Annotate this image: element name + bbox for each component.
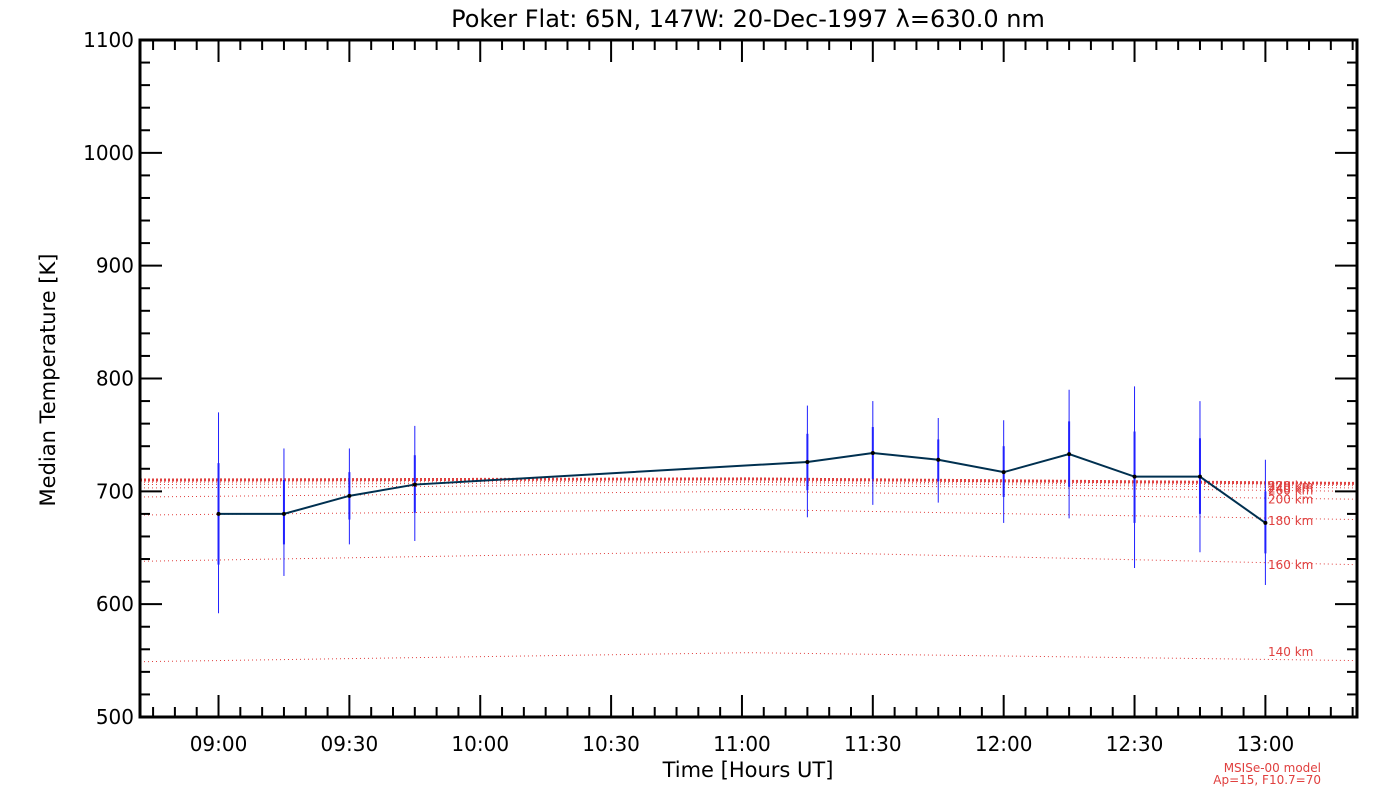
- x-tick-label: 13:00: [1237, 732, 1295, 756]
- y-tick-label: 500: [96, 705, 134, 729]
- x-tick-label: 10:30: [582, 732, 640, 756]
- model-line-7: [139, 477, 1358, 485]
- x-tick-label: 10:00: [451, 732, 509, 756]
- chart-title: Poker Flat: 65N, 147W: 20-Dec-1997 λ=630…: [451, 5, 1045, 33]
- data-line: [218, 451, 1266, 524]
- data-point-9: [1132, 474, 1137, 479]
- model-line-2: [139, 508, 1358, 521]
- model-label-160-km: 160 km: [1268, 558, 1313, 572]
- y-tick-label: 800: [96, 367, 134, 391]
- model-note-line2: Ap=15, F10.7=70: [1213, 773, 1321, 787]
- model-note-line1: MSISe-00 model: [1224, 761, 1321, 775]
- plot-frame: [138, 38, 1359, 719]
- model-line-6: [139, 480, 1358, 487]
- x-tick-label: 12:30: [1106, 732, 1164, 756]
- x-axis-label: Time [Hours UT]: [662, 758, 834, 782]
- y-axis-label: Median Temperature [K]: [36, 254, 60, 507]
- data-layer: [216, 386, 1268, 614]
- model-label-180-km: 180 km: [1268, 514, 1313, 528]
- model-line-1: [139, 550, 1358, 566]
- model-line-3: [139, 490, 1358, 500]
- y-tick-label: 1000: [83, 141, 134, 165]
- x-tick-label: 11:30: [844, 732, 902, 756]
- data-point-3: [412, 482, 417, 487]
- data-point-8: [1067, 452, 1072, 457]
- data-point-7: [1001, 470, 1006, 475]
- model-label-220-km: 220 km: [1268, 479, 1313, 493]
- axis-layer: 500 600 700 800 900 1000 1100 09:00 09:30 10:00 10…: [83, 28, 1359, 756]
- data-point-0: [216, 511, 221, 516]
- data-point-5: [870, 450, 875, 455]
- y-tick-label: 600: [96, 592, 134, 616]
- data-point-1: [281, 511, 286, 516]
- data-point-11: [1263, 520, 1268, 525]
- x-tick-label: 09:30: [321, 732, 379, 756]
- data-point-6: [936, 457, 941, 462]
- model-label-200-km: 200 km: [1268, 493, 1313, 507]
- y-tick-label: 700: [96, 479, 134, 503]
- model-label-260-km: 260 km: [1268, 484, 1313, 498]
- data-point-4: [805, 459, 810, 464]
- x-tick-label: 11:00: [713, 732, 771, 756]
- model-line-4: [139, 484, 1358, 492]
- x-tick-label: 12:00: [975, 732, 1033, 756]
- model-line-0: [139, 652, 1358, 663]
- data-point-10: [1197, 474, 1202, 479]
- x-tick-label: 09:00: [190, 732, 248, 756]
- y-tick-label: 900: [96, 254, 134, 278]
- model-line-5: [139, 481, 1358, 489]
- model-label-140-km: 140 km: [1268, 645, 1313, 659]
- data-point-2: [347, 493, 352, 498]
- y-tick-label: 1100: [83, 28, 134, 52]
- model-label-240-km: 240 km: [1268, 481, 1313, 495]
